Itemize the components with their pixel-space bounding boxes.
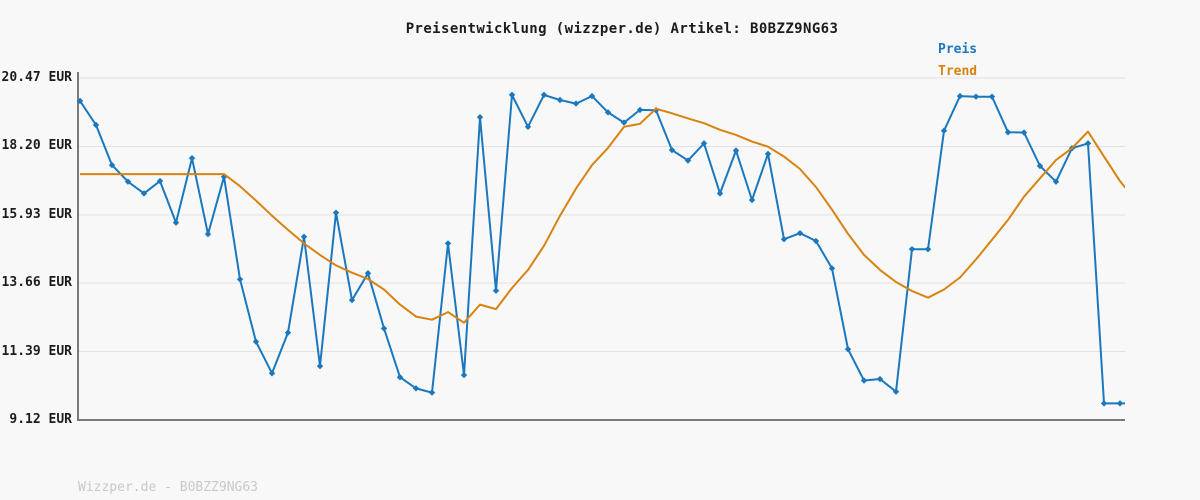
y-axis-tick-label: 15.93 EUR [1,206,72,222]
preis-markers [76,91,1124,407]
watermark-text: Wizzper.de - B0BZZ9NG63 [78,480,259,495]
preis-line [79,93,1125,405]
gridlines [78,77,1125,353]
y-axis-tick-label: 9.12 EUR [9,412,72,427]
y-axis-tick-label: 13.66 EUR [1,275,72,291]
trend-line [80,107,1125,324]
legend-label-preis: Preis [938,42,978,57]
chart-legend: Preis Trend [938,39,977,83]
chart-title: Preisentwicklung (wizzper.de) Artikel: B… [405,21,839,37]
axis-lines [77,72,1125,421]
y-axis-tick-label: 18.20 EUR [1,138,72,154]
legend-label-trend: Trend [938,64,978,79]
y-axis-tick-label: 20.47 EUR [1,70,72,85]
y-axis-tick-label: 11.39 EUR [1,343,72,359]
